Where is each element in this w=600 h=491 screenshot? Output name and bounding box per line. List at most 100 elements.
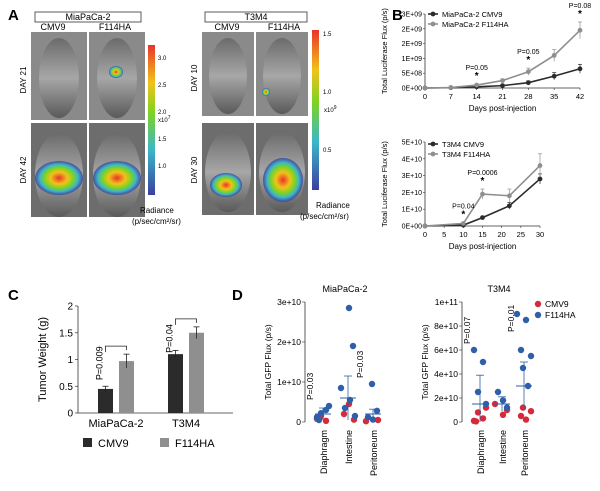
data-point: [351, 412, 359, 420]
data-point: [373, 407, 381, 414]
chart-d-left: MiaPaCa-2 0 1e+10 2e+10 3e+10 Total GFP Flux …: [263, 284, 382, 476]
miapaca-title-box: [34, 11, 142, 23]
y-tick-label: 3e+10: [277, 297, 301, 307]
data-point: [499, 411, 507, 418]
data-point: [551, 53, 557, 58]
legend-label: T3M4 F114HA: [442, 150, 490, 159]
significance-star: *: [526, 55, 530, 66]
x-tick-label: 25: [517, 230, 525, 239]
chart-b-bottom: 0E+00 1E+10 2E+10 3E+10 4E+10 5E+10 0 5 10 15 20 25…: [380, 140, 544, 252]
chart-title: T3M4: [487, 284, 510, 294]
scale-tick-label: 1.5: [323, 32, 332, 38]
significance-star: *: [475, 71, 479, 82]
radiance-label: Radiance: [316, 201, 350, 210]
x-tick-label: 30: [536, 230, 544, 239]
data-point: [325, 402, 333, 410]
p-value-annotation: P=0.05: [465, 65, 487, 72]
x-tick-label: Intestine: [344, 430, 354, 464]
data-point: [479, 415, 487, 422]
radiance-units: (p/sec/cm²/sr): [132, 217, 181, 226]
miapaca-scale-ticks: 3.0 2.5 2.0 1.5 1.0: [158, 56, 167, 170]
miapaca-radiance-scale: [148, 45, 155, 195]
data-point: [527, 408, 535, 415]
y-tick-label: 2E+09: [402, 26, 423, 33]
legend-marker: [430, 151, 436, 157]
y-tick-label: 0: [67, 409, 73, 420]
panel-a: MiaPaCa-2 CMV9 F114HA DAY 21 DAY 42 3.0 2…: [19, 11, 350, 226]
radiance-units: (p/sec/cm²/sr): [300, 212, 349, 221]
y-tick-label: 8e+10: [434, 321, 458, 331]
data-point: [525, 69, 531, 75]
scale-tick-label: 0.5: [323, 148, 332, 154]
luciferase-signal: [35, 161, 83, 195]
data-point: [422, 223, 428, 229]
data-point: [479, 358, 487, 366]
scale-tick-label: 1.0: [323, 90, 332, 96]
data-point: [422, 85, 428, 91]
data-point: [506, 203, 512, 209]
y-axis-label: Total GFP Flux (p/s): [263, 324, 273, 400]
data-point: [364, 414, 372, 421]
x-tick-label: 0: [423, 230, 427, 239]
miapaca-image-grid: [31, 32, 145, 217]
x-tick-label: 7: [449, 92, 453, 101]
x-tick-label: MiaPaCa-2: [88, 418, 143, 430]
legend-marker: [534, 300, 542, 308]
x-tick-label: 20: [497, 230, 505, 239]
data-point: [577, 27, 583, 33]
x-tick-label: 0: [423, 92, 427, 101]
data-point: [577, 66, 583, 72]
chart-c: 0 0.5 1 1.5 2 Tumor Weight (g) MiaPaCa-2 P=0.00…: [37, 302, 233, 450]
chart-d-right: T3M4 0 2e+10 4e+10 6e+10 8e+10 1e+11 Total GFP …: [420, 284, 576, 476]
y-tick-label: 3E+09: [402, 12, 423, 19]
bar: [168, 354, 183, 413]
y-axis-label: Tumor Weight (g): [37, 317, 49, 402]
chart-b-top: 0E+00 5E+08 1E+09 2E+09 2E+09 3E+09 0 7 14 21 28 35…: [380, 3, 591, 113]
significance-star: *: [481, 176, 485, 187]
y-tick-label: 1e+10: [277, 377, 301, 387]
mouse-silhouette: [205, 132, 251, 212]
legend-swatch: [83, 438, 92, 447]
data-point: [537, 163, 543, 168]
mouse-silhouette: [97, 38, 137, 118]
x-tick-label: T3M4: [172, 418, 200, 430]
y-tick-label: 1: [67, 355, 73, 366]
radiance-label: Radiance: [140, 206, 174, 215]
p-value-annotation: P=0.08: [569, 3, 591, 10]
scale-tick-label: 2.0: [158, 110, 167, 116]
y-tick-label: 5E+08: [402, 71, 423, 78]
data-point: [500, 83, 505, 89]
data-point: [503, 404, 511, 411]
data-point: [537, 176, 543, 182]
p-value-annotation: P=0.0006: [467, 170, 497, 177]
bar: [189, 332, 204, 413]
scale-tick-label: 3.0: [158, 56, 167, 62]
miapaca-row-day21: DAY 21: [19, 66, 28, 93]
luciferase-signal: [263, 158, 303, 202]
x-tick-label: 21: [498, 92, 506, 101]
t3m4-scale-exponent: x109: [324, 105, 337, 114]
miapaca-title: MiaPaCa-2: [65, 12, 110, 22]
luciferase-signal: [93, 161, 141, 195]
legend-label: T3M4 CMV9: [442, 140, 484, 149]
mouse-silhouette: [39, 38, 79, 118]
t3m4-title: T3M4: [244, 12, 267, 22]
y-tick-label: 0E+00: [402, 86, 423, 93]
bar: [98, 388, 113, 413]
panel-letter-d: D: [232, 287, 243, 304]
mouse-silhouette: [263, 38, 301, 114]
y-axis-label: Total GFP Flux (p/s): [420, 324, 430, 400]
panel-letter-b: B: [392, 7, 403, 24]
data-point: [345, 304, 353, 312]
y-axis-label: Total Luciferase Flux (p/s): [380, 141, 389, 227]
x-tick-label: 42: [576, 92, 584, 101]
data-point: [551, 73, 557, 79]
legend-swatch: [160, 438, 169, 447]
p-value-annotation: P=0.07: [462, 317, 472, 344]
data-point: [480, 215, 485, 221]
legend-label: F114HA: [175, 438, 215, 450]
t3m4-title-box: [204, 11, 308, 23]
y-tick-label: 4E+10: [402, 156, 423, 163]
significance-star: *: [578, 9, 582, 20]
x-tick-label: Peritoneum: [369, 430, 379, 476]
